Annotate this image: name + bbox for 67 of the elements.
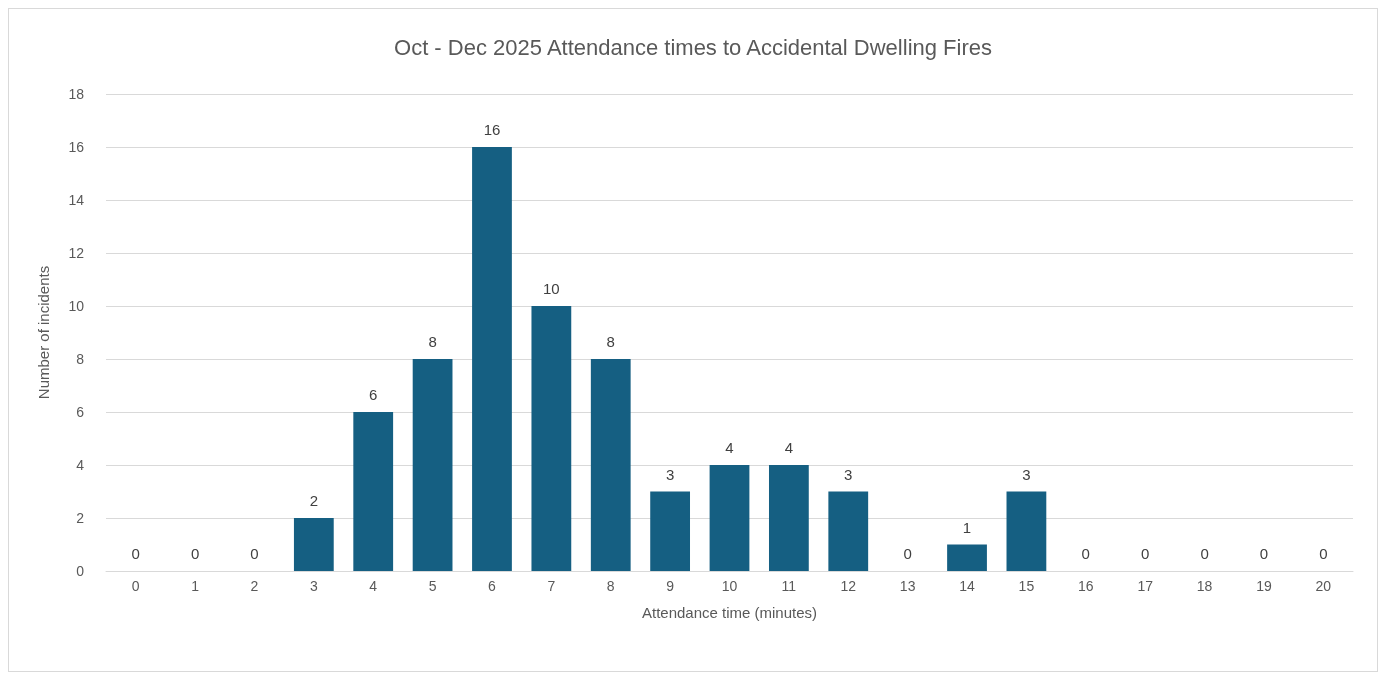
y-tick-label: 0 — [76, 563, 85, 579]
x-axis-title: Attendance time (minutes) — [641, 604, 818, 621]
data-label: 8 — [606, 333, 615, 350]
data-label: 0 — [903, 545, 912, 562]
data-label: 2 — [309, 492, 319, 509]
bar — [293, 518, 334, 571]
x-tick-label: 10 — [721, 578, 738, 594]
bar — [590, 359, 631, 571]
data-label: 0 — [250, 545, 259, 562]
x-tick-label: 4 — [369, 578, 378, 594]
y-tick-label: 8 — [76, 351, 85, 367]
y-tick-label: 2 — [76, 510, 85, 526]
data-label: 3 — [844, 465, 853, 483]
x-tick-label: 12 — [840, 578, 857, 594]
x-tick-label: 7 — [547, 578, 556, 594]
bar — [709, 465, 750, 571]
chart-title: Oct - Dec 2025 Attendance times to Accidental Dwelling Fires — [394, 34, 992, 60]
x-tick-label: 0 — [131, 578, 140, 594]
x-tick-label: 11 — [781, 578, 797, 594]
data-label: 1 — [962, 518, 972, 536]
y-tick-label: 18 — [68, 86, 85, 102]
x-tick-label: 13 — [899, 578, 916, 594]
y-axis-title: Number of incidents — [35, 265, 52, 400]
bar — [768, 465, 809, 571]
x-tick-label: 15 — [1018, 578, 1035, 594]
y-tick-label: 16 — [68, 139, 85, 155]
data-label: 0 — [1200, 545, 1209, 562]
data-label: 0 — [1259, 545, 1269, 562]
bar — [650, 491, 691, 571]
data-label: 3 — [665, 465, 675, 483]
y-tick-label: 6 — [76, 404, 85, 420]
data-label: 0 — [131, 545, 140, 562]
bar — [353, 412, 394, 571]
bar — [412, 359, 453, 571]
data-label: 3 — [1022, 465, 1031, 483]
data-label: 10 — [543, 280, 560, 297]
y-tick-label: 10 — [68, 298, 85, 314]
data-label: 16 — [483, 121, 501, 138]
data-label: 6 — [369, 386, 378, 403]
x-tick-label: 8 — [606, 578, 615, 594]
x-tick-label: 18 — [1196, 578, 1213, 594]
y-tick-label: 4 — [76, 457, 85, 473]
data-label: 0 — [190, 545, 200, 562]
bar — [472, 147, 512, 571]
bar — [1006, 491, 1047, 571]
y-tick-label: 14 — [68, 192, 85, 208]
data-label: 0 — [1081, 545, 1090, 562]
data-label: 0 — [1140, 545, 1150, 562]
x-tick-label: 16 — [1078, 578, 1094, 594]
x-tick-label: 9 — [666, 578, 675, 594]
data-label: 0 — [1319, 545, 1328, 562]
x-tick-label: 17 — [1137, 578, 1154, 594]
bar — [947, 544, 987, 571]
x-tick-label: 6 — [488, 578, 497, 594]
y-tick-label: 12 — [68, 245, 85, 261]
data-label: 4 — [784, 439, 794, 456]
x-tick-label: 1 — [191, 578, 200, 594]
x-tick-label: 14 — [959, 578, 976, 594]
x-tick-label: 19 — [1256, 578, 1272, 594]
x-tick-label: 20 — [1315, 578, 1332, 594]
bar — [828, 491, 869, 571]
x-tick-label: 3 — [309, 578, 318, 594]
bar — [531, 306, 572, 571]
data-label: 8 — [428, 333, 437, 350]
x-tick-label: 5 — [428, 578, 437, 594]
x-tick-label: 2 — [250, 578, 259, 594]
data-label: 4 — [725, 439, 734, 456]
